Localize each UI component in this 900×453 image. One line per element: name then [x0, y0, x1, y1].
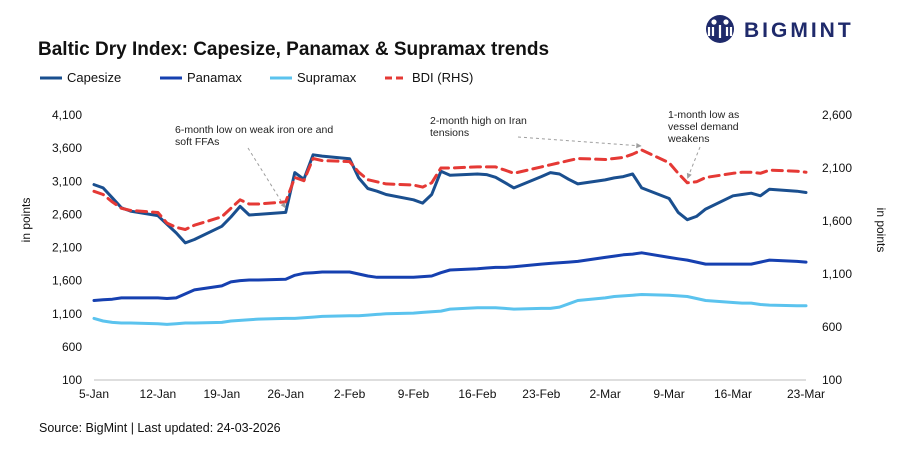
chart-title: Baltic Dry Index: Capesize, Panamax & Su… — [38, 39, 549, 60]
x-tick: 16-Feb — [458, 387, 496, 401]
annotation-text: soft FFAs — [175, 136, 219, 148]
series-line-supramax — [92, 293, 808, 326]
brand-logo: BIGMINT — [706, 15, 854, 43]
series-layer — [92, 148, 808, 326]
y-axis-title-left: in points — [19, 198, 33, 243]
annotation-arrowhead-icon — [636, 142, 642, 149]
y-tick-left: 100 — [62, 373, 82, 387]
y-tick-right: 100 — [822, 373, 842, 387]
y-axis-right: 2,600 2,100 1,600 1,100 600 100 — [822, 108, 852, 387]
y-tick-right: 1,600 — [822, 214, 852, 228]
y-tick-left: 3,600 — [52, 141, 82, 155]
annotation-arrowhead-icon — [280, 202, 286, 209]
x-tick: 9-Mar — [653, 387, 684, 401]
annotation-arrowhead-icon — [686, 172, 692, 179]
annotation-text: tensions — [430, 127, 469, 139]
legend-label: Capesize — [67, 70, 121, 85]
annotation-arrow — [517, 136, 642, 147]
legend-label: Panamax — [187, 70, 242, 85]
y-tick-left: 2,600 — [52, 207, 82, 221]
x-tick: 12-Jan — [140, 387, 177, 401]
annotation-text: 1-month low as — [668, 109, 739, 121]
y-tick-left: 2,100 — [52, 241, 82, 255]
series-line-panamax — [92, 251, 808, 302]
y-tick-right: 2,100 — [822, 161, 852, 175]
annotation-arrow — [247, 147, 287, 209]
series-line-capesize — [92, 153, 808, 245]
annotation-text: vessel demand — [668, 121, 739, 133]
y-tick-left: 4,100 — [52, 108, 82, 122]
x-axis: 5-Jan 12-Jan 19-Jan 26-Jan 2-Feb 9-Feb 16-Feb 2… — [79, 387, 825, 401]
source-note: Source: BigMint | Last updated: 24-03-20… — [39, 421, 281, 435]
legend-label: BDI (RHS) — [412, 70, 473, 85]
y-tick-left: 600 — [62, 340, 82, 354]
annotation-text: weakens — [667, 133, 709, 145]
series-line-bdi-rhs — [92, 148, 808, 231]
x-tick: 2-Feb — [334, 387, 366, 401]
x-tick: 23-Feb — [522, 387, 560, 401]
x-tick: 19-Jan — [203, 387, 240, 401]
brand-name: BIGMINT — [744, 19, 854, 42]
annotation-text: 2-month high on Iran — [430, 115, 527, 127]
y-axis-left: 4,100 3,600 3,100 2,600 2,100 1,600 1,100 600 10… — [52, 108, 82, 387]
y-axis-title-right: in points — [874, 208, 888, 253]
x-tick: 16-Mar — [714, 387, 752, 401]
y-tick-left: 1,100 — [52, 307, 82, 321]
x-tick: 2-Mar — [590, 387, 621, 401]
x-tick: 9-Feb — [398, 387, 430, 401]
x-tick: 26-Jan — [267, 387, 304, 401]
y-tick-right: 1,100 — [822, 267, 852, 281]
y-tick-right: 2,600 — [822, 108, 852, 122]
y-tick-right: 600 — [822, 320, 842, 334]
legend: Capesize Panamax Supramax BDI (RHS) — [40, 70, 473, 85]
legend-label: Supramax — [297, 70, 357, 85]
y-tick-left: 3,100 — [52, 174, 82, 188]
x-tick: 23-Mar — [787, 387, 825, 401]
x-tick: 5-Jan — [79, 387, 109, 401]
y-tick-left: 1,600 — [52, 274, 82, 288]
annotation-text: 6-month low on weak iron ore and — [175, 124, 333, 136]
